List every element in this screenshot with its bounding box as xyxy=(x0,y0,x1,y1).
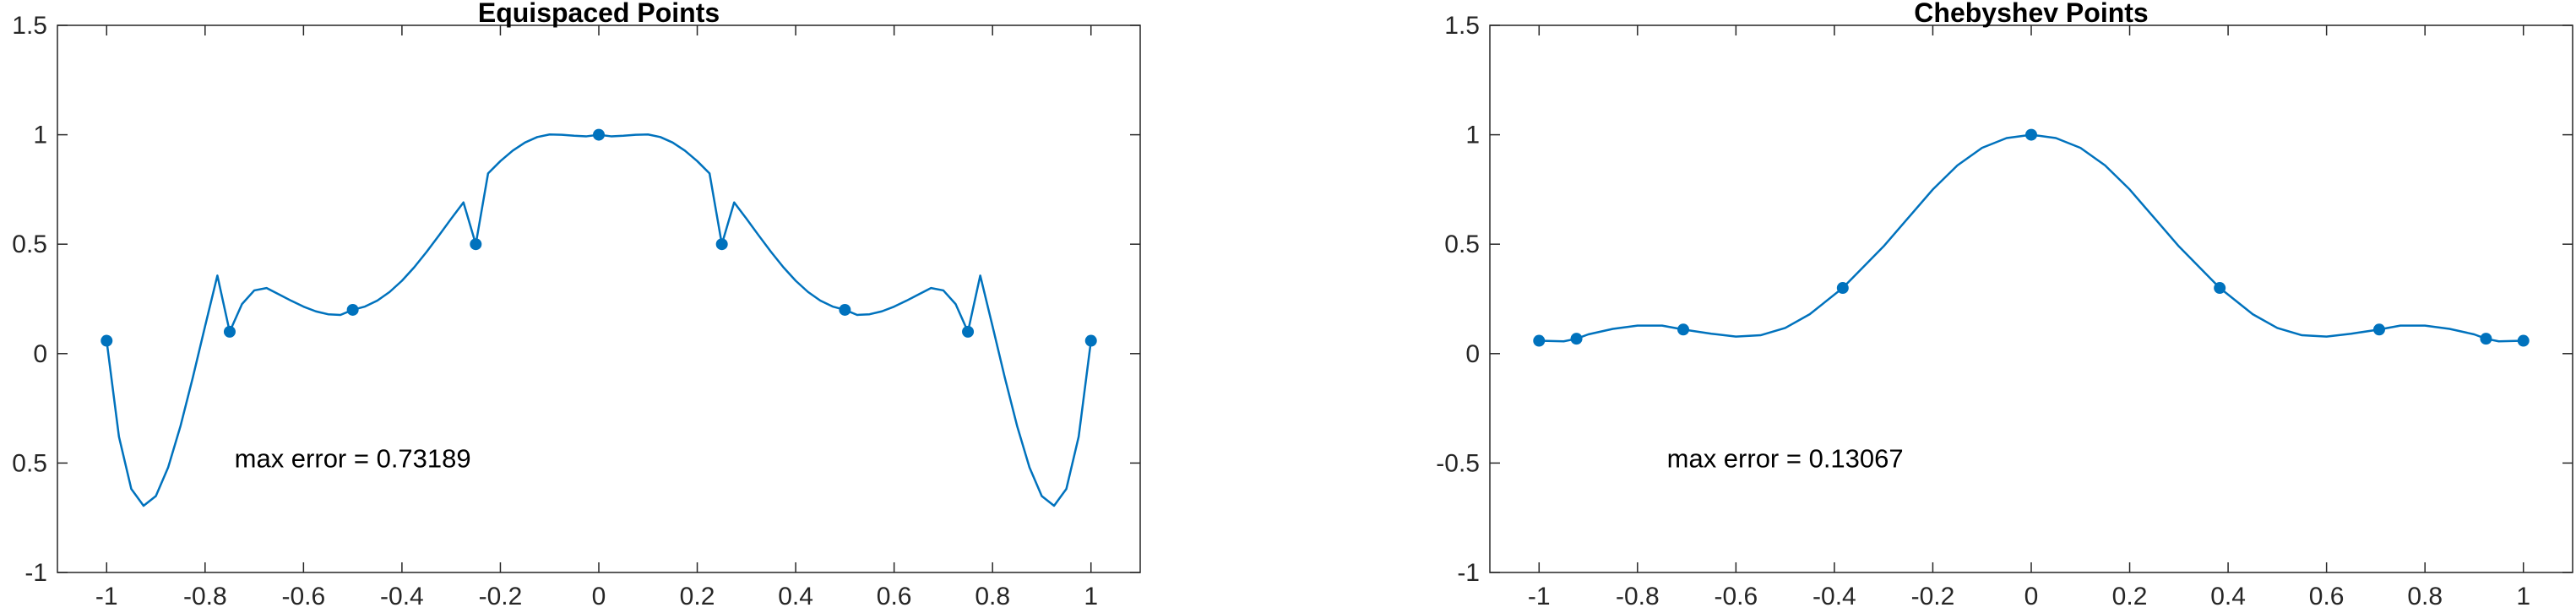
x-tick-label: -0.6 xyxy=(1715,583,1758,610)
x-tick-label: -0.4 xyxy=(1812,583,1856,610)
axes-box xyxy=(1489,24,2573,573)
x-tick-label: -0.2 xyxy=(1911,583,1955,610)
data-point xyxy=(715,238,728,251)
data-point xyxy=(346,303,359,316)
x-tick-label: 0.4 xyxy=(778,583,813,610)
data-point xyxy=(1084,334,1097,347)
data-point xyxy=(470,238,482,251)
x-tick-label: -1 xyxy=(1528,583,1551,610)
y-tick-label: 1.5 xyxy=(1444,12,1480,40)
data-point xyxy=(1677,323,1690,336)
x-tick-label: -0.8 xyxy=(183,583,227,610)
y-tick-label: 1.5 xyxy=(12,12,47,40)
y-tick-label: 1 xyxy=(1465,122,1480,149)
x-tick-label: 0.6 xyxy=(2309,583,2345,610)
chart-title: Equispaced Points xyxy=(478,0,720,28)
data-point xyxy=(593,128,605,141)
x-tick-label: 0.2 xyxy=(680,583,715,610)
y-tick-label: 0.5 xyxy=(12,231,47,258)
x-tick-label: 0.8 xyxy=(975,583,1010,610)
x-tick-label: 0.2 xyxy=(2112,583,2148,610)
y-tick-label: 0.5 xyxy=(12,449,47,477)
data-point xyxy=(101,334,113,347)
y-tick-label: -0.5 xyxy=(1436,449,1480,477)
x-tick-label: 0 xyxy=(592,583,606,610)
x-tick-label: 0.8 xyxy=(2407,583,2443,610)
data-point xyxy=(1570,333,1583,345)
x-tick-label: 1 xyxy=(1084,583,1098,610)
axes-box xyxy=(57,24,1141,573)
x-tick-label: 0.6 xyxy=(877,583,912,610)
data-point xyxy=(1836,282,1849,295)
y-tick-label: -1 xyxy=(1457,559,1480,587)
data-point xyxy=(223,325,236,338)
x-tick-label: 0 xyxy=(2024,583,2039,610)
data-point xyxy=(2025,128,2037,141)
chart-equispaced-points: -1 -0.8 -0.6 -0.4 -0.2 0 0.2 0.4 0.6 0.8 1 -1 0.5 0 0.… xyxy=(12,0,1141,610)
data-point xyxy=(1533,334,1546,347)
x-tick-label: 0.4 xyxy=(2210,583,2246,610)
x-tick-label: -0.4 xyxy=(380,583,424,610)
data-point xyxy=(962,325,975,338)
y-tick-label: 0.5 xyxy=(1444,231,1480,258)
x-tick-label: -0.6 xyxy=(282,583,326,610)
x-tick-label: -0.2 xyxy=(479,583,523,610)
y-tick-label: 1 xyxy=(33,122,47,149)
data-point xyxy=(2214,282,2226,295)
y-tick-label: 0 xyxy=(1465,340,1480,368)
data-point xyxy=(2480,333,2492,345)
y-tick-label: 0 xyxy=(33,340,47,368)
chart-chebyshev-points: -1 -0.8 -0.6 -0.4 -0.2 0 0.2 0.4 0.6 0.8 1 -1 -0.5 0 0… xyxy=(1436,0,2573,610)
chart-title: Chebyshev Points xyxy=(1914,0,2148,28)
series-line xyxy=(1538,133,2524,343)
max-error-annotation: max error = 0.13067 xyxy=(1667,444,1904,474)
data-point xyxy=(2517,334,2530,347)
data-point xyxy=(2372,323,2385,336)
y-tick-label: -1 xyxy=(24,559,47,587)
x-tick-label: -0.8 xyxy=(1616,583,1660,610)
max-error-annotation: max error = 0.73189 xyxy=(235,444,471,474)
x-tick-label: 1 xyxy=(2516,583,2530,610)
x-tick-label: -1 xyxy=(95,583,118,610)
data-point xyxy=(839,303,851,316)
